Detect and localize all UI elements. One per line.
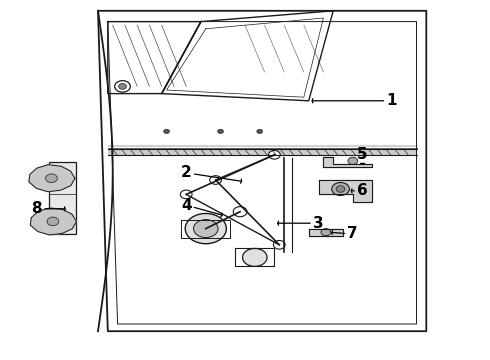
Circle shape [336,186,345,192]
Circle shape [348,157,358,165]
Circle shape [210,176,221,184]
Circle shape [180,190,192,199]
Text: 8: 8 [31,201,42,216]
Circle shape [218,129,223,134]
Circle shape [243,248,267,266]
Circle shape [119,84,126,89]
Circle shape [185,213,226,244]
Polygon shape [309,229,343,236]
Circle shape [233,207,247,217]
Circle shape [46,174,57,183]
Polygon shape [318,180,372,202]
Circle shape [257,129,263,134]
Text: 1: 1 [387,93,397,108]
Text: 4: 4 [181,198,192,213]
Polygon shape [30,208,76,235]
Text: 7: 7 [347,226,358,242]
Circle shape [332,183,349,195]
Text: 6: 6 [357,183,368,198]
Text: 5: 5 [357,147,368,162]
Circle shape [164,129,170,134]
Polygon shape [323,157,372,167]
Text: 3: 3 [313,216,324,231]
Polygon shape [29,165,75,192]
Bar [49,162,76,234]
Circle shape [47,217,59,226]
Circle shape [269,150,280,159]
Circle shape [321,229,331,236]
Circle shape [194,220,218,238]
Circle shape [273,240,285,249]
Text: 2: 2 [181,165,192,180]
